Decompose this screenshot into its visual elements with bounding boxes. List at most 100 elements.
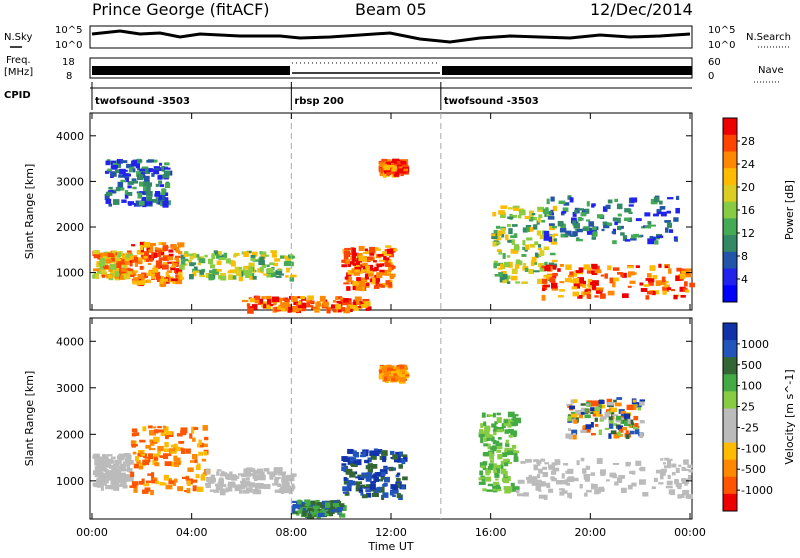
- echo-cell: [531, 479, 538, 486]
- echo-cell: [590, 400, 595, 407]
- echo-cell: [311, 511, 316, 515]
- echo-cell: [346, 492, 350, 496]
- echo-cell: [600, 416, 607, 420]
- echo-cell: [587, 293, 591, 300]
- echo-cell: [483, 437, 488, 442]
- echo-cell: [347, 262, 351, 267]
- echo-cell: [497, 427, 501, 431]
- echo-cell: [586, 429, 591, 433]
- x-tick-label: 12:00: [375, 526, 407, 539]
- echo-cell: [246, 487, 253, 493]
- colorbar-cell: [723, 357, 737, 375]
- echo-cell: [576, 460, 580, 466]
- echo-cell: [376, 472, 381, 476]
- echo-cell: [333, 510, 340, 513]
- echo-cell: [256, 482, 264, 489]
- echo-cell: [173, 478, 178, 483]
- echo-cell: [163, 474, 170, 481]
- echo-cell: [490, 436, 495, 442]
- echo-cell: [108, 186, 113, 190]
- echo-cell: [158, 242, 164, 245]
- echo-cell: [220, 473, 227, 477]
- echo-cell: [607, 265, 612, 271]
- echo-cell: [293, 301, 299, 306]
- echo-cell: [228, 274, 233, 280]
- echo-cell: [142, 489, 149, 494]
- echo-cell: [119, 458, 125, 461]
- echo-cell: [154, 462, 160, 467]
- echo-cell: [123, 274, 131, 280]
- echo-cell: [159, 162, 163, 166]
- echo-cell: [584, 492, 588, 497]
- echo-cell: [122, 265, 128, 269]
- echo-cell: [110, 257, 115, 262]
- echo-cell: [548, 464, 556, 470]
- echo-cell: [620, 272, 624, 278]
- echo-cell: [556, 480, 563, 485]
- echo-cell: [168, 448, 176, 454]
- echo-cell: [535, 479, 542, 482]
- echo-cell: [688, 469, 694, 473]
- echo-cell: [272, 296, 279, 303]
- echo-cell: [581, 291, 585, 298]
- echo-cell: [361, 269, 366, 273]
- echo-cell: [159, 482, 167, 486]
- echo-cell: [98, 457, 105, 463]
- echo-cell: [599, 417, 604, 422]
- echo-cell: [380, 285, 385, 288]
- freq-band-late: [442, 66, 692, 75]
- echo-cell: [528, 227, 534, 232]
- echo-cell: [148, 448, 156, 451]
- echo-cell: [580, 429, 588, 434]
- echo-cell: [547, 278, 551, 282]
- echo-cell: [369, 450, 375, 456]
- echo-cell: [367, 468, 373, 473]
- echo-cell: [341, 259, 346, 263]
- echo-cell: [136, 258, 143, 265]
- echo-cell: [485, 434, 492, 439]
- echo-cell: [636, 402, 640, 408]
- echo-cell: [261, 264, 267, 269]
- echo-cell: [382, 172, 387, 178]
- echo-cell: [567, 278, 572, 283]
- echo-cell: [612, 240, 617, 245]
- echo-cell: [591, 236, 597, 240]
- echo-cell: [126, 254, 133, 259]
- echo-cell: [244, 480, 251, 487]
- echo-cell: [307, 295, 314, 300]
- echo-cell: [170, 444, 178, 448]
- echo-cell: [582, 284, 587, 289]
- echo-cell: [593, 231, 598, 237]
- echo-cell: [401, 459, 406, 465]
- colorbar-tick-label: 4: [741, 273, 748, 286]
- cpid-segment-label: rbsp 200: [294, 96, 344, 107]
- echo-cell: [540, 481, 546, 487]
- echo-cell: [515, 489, 520, 494]
- echo-cell: [666, 287, 672, 290]
- echo-cell: [278, 471, 285, 476]
- x-tick-label: 16:00: [475, 526, 507, 539]
- echo-cell: [500, 205, 508, 209]
- echo-cell: [511, 268, 518, 275]
- echo-cell: [398, 168, 402, 173]
- echo-cell: [130, 471, 135, 478]
- echo-cell: [623, 420, 631, 427]
- echo-cell: [341, 307, 346, 312]
- echo-cell: [385, 280, 390, 285]
- echo-cell: [352, 284, 356, 291]
- freq-label-1: Freq.: [6, 55, 31, 66]
- echo-cell: [190, 460, 195, 463]
- echo-cell: [175, 278, 183, 285]
- echo-cell: [510, 235, 515, 239]
- echo-cell: [107, 168, 113, 172]
- echo-cell: [516, 493, 524, 497]
- colorbar-tick-label: 16: [741, 204, 755, 217]
- echo-cell: [590, 281, 596, 286]
- echo-cell: [539, 234, 544, 240]
- echo-cell: [152, 267, 159, 273]
- echo-cell: [125, 258, 132, 261]
- echo-cell: [507, 216, 514, 219]
- echo-cell: [326, 308, 331, 314]
- echo-cell: [147, 279, 151, 284]
- echo-cell: [494, 473, 500, 478]
